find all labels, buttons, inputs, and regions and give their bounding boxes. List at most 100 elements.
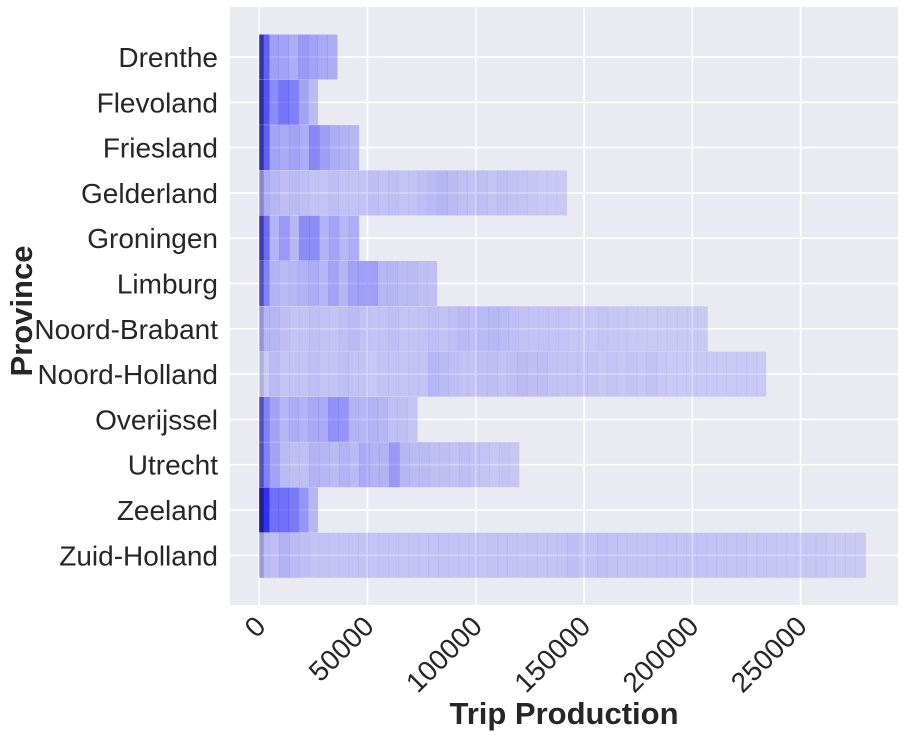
histogram-bin bbox=[348, 261, 359, 306]
histogram-bin bbox=[626, 532, 638, 578]
histogram-bin bbox=[408, 306, 419, 352]
histogram-bin bbox=[318, 396, 329, 442]
histogram-bin bbox=[607, 306, 619, 352]
histogram-bin bbox=[309, 442, 320, 488]
histogram-bin bbox=[259, 261, 270, 306]
histogram-bin bbox=[259, 261, 264, 306]
histogram-bin bbox=[845, 532, 856, 578]
histogram-bin bbox=[587, 532, 598, 578]
histogram-bin bbox=[279, 215, 290, 261]
histogram-bin bbox=[487, 351, 498, 397]
histogram-bin bbox=[268, 487, 280, 533]
histogram-bin bbox=[686, 532, 697, 578]
histogram-bin bbox=[427, 170, 439, 216]
histogram-bin bbox=[289, 442, 300, 488]
histogram-bin bbox=[259, 442, 270, 488]
histogram-bin bbox=[318, 261, 329, 306]
histogram-bin bbox=[327, 34, 338, 80]
histogram-bin bbox=[518, 306, 529, 352]
histogram-bin bbox=[388, 170, 399, 216]
histogram-bin bbox=[399, 442, 410, 488]
x-tick-label: 50000 bbox=[303, 610, 380, 687]
histogram-bin bbox=[438, 532, 449, 578]
histogram-bin bbox=[577, 306, 589, 352]
histogram-bin bbox=[369, 442, 380, 488]
histogram-bin bbox=[259, 487, 270, 533]
histogram-bin bbox=[467, 170, 478, 216]
histogram-bin bbox=[259, 215, 270, 261]
histogram-bin bbox=[676, 351, 687, 397]
histogram-bin bbox=[259, 442, 264, 488]
histogram-bin bbox=[278, 79, 289, 125]
histogram-bin bbox=[646, 532, 658, 578]
histogram-bin bbox=[537, 351, 548, 397]
histogram-bin bbox=[307, 34, 318, 80]
histogram-bin bbox=[805, 532, 817, 578]
histogram-bin bbox=[428, 351, 439, 397]
histogram-bin bbox=[378, 170, 389, 216]
histogram-bin bbox=[407, 261, 418, 306]
histogram-bin bbox=[317, 34, 328, 80]
histogram-bin bbox=[398, 532, 409, 578]
histogram-bin bbox=[309, 215, 320, 261]
histogram-bin bbox=[319, 442, 330, 488]
histogram-bin bbox=[328, 351, 340, 397]
histogram-bin bbox=[338, 215, 350, 261]
x-tick-label: 150000 bbox=[508, 610, 596, 698]
histogram-bin bbox=[279, 532, 290, 578]
histogram-bin bbox=[338, 351, 349, 397]
histogram-bin bbox=[278, 34, 289, 80]
histogram-bin bbox=[279, 351, 290, 397]
histogram-bin bbox=[429, 442, 440, 488]
histogram-bin bbox=[706, 351, 717, 397]
histogram-bin bbox=[357, 261, 369, 306]
histogram-bin bbox=[259, 125, 264, 171]
histogram-bin bbox=[398, 351, 409, 397]
histogram-bin bbox=[478, 306, 489, 352]
histogram-bin bbox=[328, 261, 339, 306]
histogram-bin bbox=[726, 532, 737, 578]
histogram-bin bbox=[438, 306, 449, 352]
histogram-bin bbox=[546, 170, 558, 216]
histogram-bin bbox=[855, 532, 866, 578]
histogram-bin bbox=[457, 351, 469, 397]
histogram-bin bbox=[338, 396, 349, 442]
histogram-bin bbox=[488, 306, 499, 352]
histogram-bin bbox=[408, 170, 419, 216]
x-tick-label: 200000 bbox=[617, 610, 705, 698]
histogram-bin bbox=[835, 532, 846, 578]
histogram-bin bbox=[726, 351, 737, 397]
histogram-bin bbox=[259, 170, 264, 216]
histogram-bins bbox=[259, 34, 866, 578]
histogram-bin bbox=[597, 306, 609, 352]
histogram-bin bbox=[307, 79, 318, 125]
histogram-bin bbox=[358, 306, 370, 352]
histogram-bin bbox=[388, 306, 399, 352]
histogram-bin bbox=[686, 351, 697, 397]
histogram-bin bbox=[556, 170, 568, 216]
histogram-bin bbox=[697, 306, 708, 352]
histogram-bin bbox=[259, 532, 270, 578]
histogram-bin bbox=[359, 442, 370, 488]
grid-lines bbox=[230, 7, 898, 605]
x-tick-labels: 0 50000 100000 150000 200000 250000 bbox=[239, 610, 813, 698]
histogram-bin bbox=[597, 532, 608, 578]
histogram-bin bbox=[368, 532, 379, 578]
histogram-bin bbox=[329, 442, 340, 488]
histogram-bin bbox=[417, 261, 428, 306]
histogram-bin bbox=[448, 306, 459, 352]
histogram-bin bbox=[328, 125, 340, 171]
histogram-bin bbox=[408, 351, 419, 397]
histogram-bin bbox=[776, 532, 787, 578]
histogram-bin bbox=[387, 396, 398, 442]
histogram-bin bbox=[289, 306, 300, 352]
histogram-bin bbox=[259, 170, 270, 216]
histogram-bin bbox=[328, 306, 340, 352]
histogram-bin bbox=[408, 532, 419, 578]
histogram-bin bbox=[389, 442, 400, 488]
histogram-bin bbox=[418, 532, 429, 578]
histogram-bin bbox=[338, 125, 350, 171]
histogram-bin bbox=[269, 396, 280, 442]
histogram-bin bbox=[259, 125, 270, 171]
